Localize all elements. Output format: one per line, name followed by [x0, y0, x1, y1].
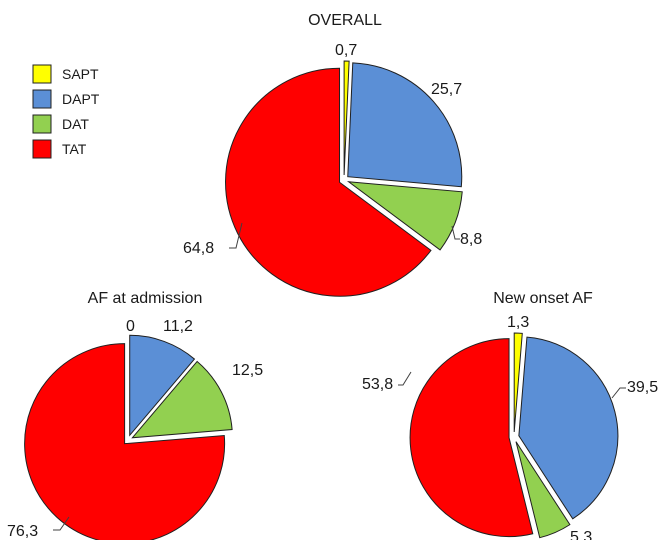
data-label-dat: 5,3 — [570, 529, 592, 540]
leader-line-dat — [451, 225, 460, 240]
data-label-dat: 8,8 — [460, 231, 482, 248]
pie-slice-dapt — [347, 62, 463, 188]
pie-slice-tat — [24, 343, 226, 540]
chart-legend: SAPT DAPT DAT TAT — [32, 64, 100, 159]
data-label-tat: 53,8 — [362, 376, 393, 393]
chart-title: New onset AF — [493, 290, 593, 307]
pie-chart-2: AF at admission 0 11,2 12,5 76,3 — [7, 290, 263, 540]
data-label-dapt: 39,5 — [627, 379, 658, 396]
chart-title: OVERALL — [308, 12, 382, 29]
legend-label-tat: TAT — [62, 141, 87, 157]
leader-line-tat — [229, 222, 243, 249]
leader-line-tat — [53, 516, 70, 531]
legend-label-dapt: DAPT — [62, 91, 100, 107]
pie-slice-sapt — [343, 60, 350, 176]
legend-swatch-dat — [32, 114, 52, 134]
chart-title: AF at admission — [88, 290, 203, 307]
legend-label-dat: DAT — [62, 116, 89, 132]
leader-line-tat — [398, 371, 412, 386]
pie-slice-dat — [131, 360, 233, 439]
pie-charts: OVERALL 0,7 25,7 8,8 64,8 AF at admission 0 11,… — [7, 12, 658, 540]
data-label-tat: 64,8 — [183, 240, 214, 257]
pie-chart-1: OVERALL 0,7 25,7 8,8 64,8 — [183, 12, 482, 297]
pie-slice-dapt — [129, 334, 196, 437]
legend-label-sapt: SAPT — [62, 66, 99, 82]
pie-slice-dapt — [518, 336, 619, 520]
leader-line-dapt — [611, 387, 626, 399]
legend-swatch-sapt — [32, 64, 52, 84]
data-label-sapt: 0,7 — [335, 42, 357, 59]
data-label-sapt: 1,3 — [507, 314, 529, 331]
data-label-dapt: 25,7 — [431, 81, 462, 98]
pie-slice-dat — [346, 181, 463, 251]
legend-swatch-dapt — [32, 89, 52, 109]
data-label-dat: 12,5 — [232, 362, 263, 379]
legend-swatch-tat — [32, 139, 52, 159]
pie-slice-tat — [225, 67, 432, 297]
pie-chart-3: New onset AF 1,3 39,5 5,3 53,8 — [362, 290, 658, 540]
pie-slice-tat — [409, 338, 534, 538]
data-label-tat: 76,3 — [7, 523, 38, 540]
data-label-sapt: 0 — [126, 318, 135, 335]
pie-slice-sapt — [513, 332, 523, 433]
pie-slice-dat — [515, 441, 571, 539]
data-label-dapt: 11,2 — [163, 318, 193, 335]
